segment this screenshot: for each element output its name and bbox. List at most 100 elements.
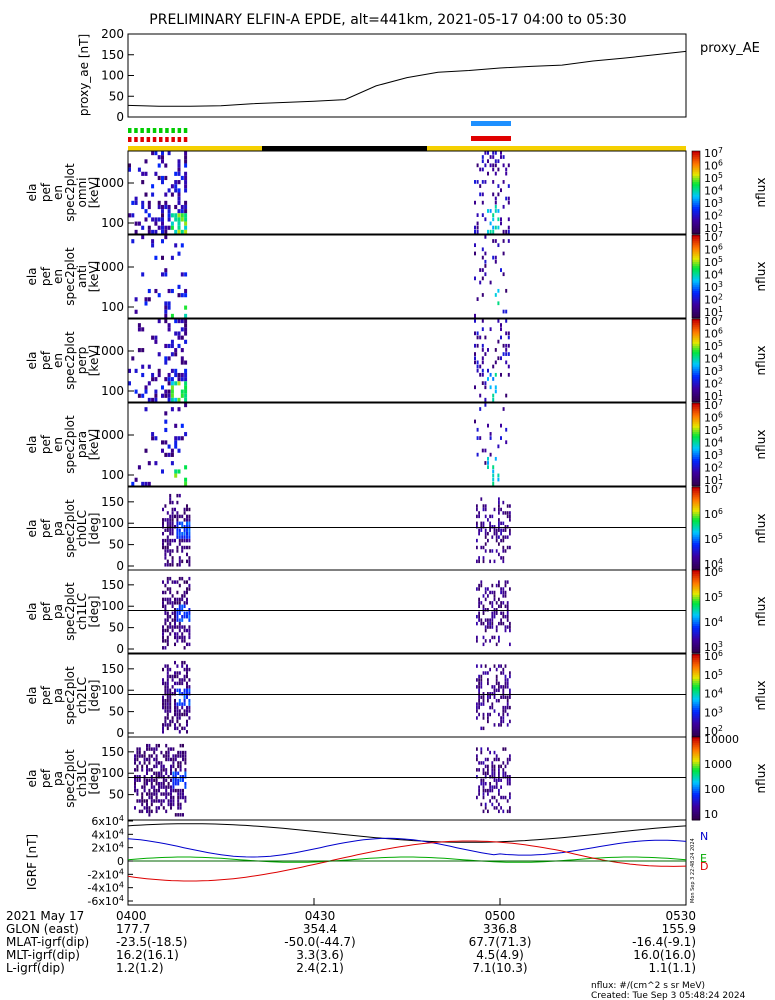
colorbar-cell (692, 695, 700, 699)
pa-pixel (487, 792, 489, 796)
pa-pixel (166, 695, 169, 699)
spec-pixel (141, 272, 145, 277)
colorbar-tick-label: 101 (704, 473, 723, 487)
pa-pixel (504, 709, 507, 713)
colorbar-cell (692, 603, 700, 606)
spec-pixel (474, 331, 476, 336)
pa-pixel (164, 692, 167, 696)
colorbar-cell (692, 743, 700, 746)
green-dot (128, 128, 132, 133)
colorbar-tick-label: 103 (704, 364, 723, 378)
pa-pixel (174, 601, 176, 605)
spec-pixel (492, 151, 495, 155)
colorbar-cell (692, 689, 700, 692)
colorbar-cell (692, 489, 700, 492)
pa-pixel (487, 716, 489, 720)
pa-pixel (487, 608, 489, 612)
pa-pixel (170, 757, 172, 762)
pa-pixel (509, 775, 511, 779)
pa-pixel (171, 611, 174, 615)
colorbar-cell (692, 293, 700, 296)
red-dot (128, 137, 132, 142)
spec-pixel (481, 360, 484, 365)
pa-pixel (186, 580, 188, 584)
colorbar-cell (692, 648, 700, 652)
pa-pixel (169, 514, 172, 519)
spec-pixel (502, 155, 505, 159)
pa-pixel (181, 639, 184, 643)
colorbar-cell (692, 678, 700, 682)
colorbar-cell (692, 280, 700, 284)
pa-pixel (162, 806, 165, 810)
pa-pixel (176, 664, 179, 668)
pa-pixel (169, 667, 172, 672)
pa-pixel (509, 518, 511, 522)
ytick-label: 100 (101, 468, 124, 482)
pa-pixel (183, 712, 186, 717)
spec-pixel (492, 229, 495, 234)
spec-pixel (494, 225, 497, 230)
pa-pixel (155, 754, 158, 758)
igrf-ytick-label: 0 (117, 855, 124, 868)
pa-pixel (174, 709, 176, 713)
pa-pixel (502, 521, 505, 526)
spec-pixel (502, 407, 505, 411)
colorbar-cell (692, 493, 700, 496)
pa-pixel (146, 768, 148, 772)
pa-pixel (158, 799, 160, 803)
pa-pixel (495, 678, 498, 682)
colorbar-cell (692, 623, 700, 627)
spec-pixel (134, 309, 138, 314)
spec-pixel (177, 381, 181, 386)
colorbar-cell (692, 516, 700, 519)
pa-pixel (188, 556, 191, 560)
pa-pixel (487, 594, 489, 598)
pa-pixel (482, 781, 485, 786)
spec-pixel (164, 204, 168, 210)
spec-pixel (180, 272, 184, 277)
ytick-label: 150 (101, 745, 124, 759)
colorbar-tick-label: 104 (704, 615, 723, 629)
colorbar-cell (692, 518, 700, 521)
colorbar-cell (692, 509, 700, 513)
pa-pixel (150, 747, 153, 751)
pa-pixel (178, 611, 181, 615)
colorbar-cell (692, 247, 700, 251)
spec-pixel (484, 335, 487, 340)
pa-pixel (164, 556, 167, 560)
colorbar-cell (692, 547, 700, 550)
pa-pixel (498, 511, 500, 515)
spec-pixel (180, 319, 184, 324)
pa-pixel (178, 671, 181, 675)
pa-pixel (186, 552, 188, 557)
pa-pixel (178, 597, 181, 602)
spec-pixel (170, 255, 174, 260)
pa-pixel (484, 542, 487, 546)
pa-pixel (141, 785, 144, 789)
pa-pixel (174, 712, 176, 717)
pa-pixel (176, 493, 179, 498)
colorbar-frame (691, 569, 701, 654)
pa-pixel (169, 563, 172, 567)
pa-pixel (177, 750, 180, 755)
pa-pixel (509, 621, 511, 626)
colorbar-cell (692, 309, 700, 313)
pa-pixel (153, 750, 156, 755)
colorbar-tick-label: 106 (704, 649, 723, 663)
pa-pixel (171, 685, 174, 689)
pa-pixel (148, 795, 151, 800)
panel-ylabel-line: en (51, 437, 65, 452)
spec-pixel (144, 481, 148, 486)
pa-pixel (169, 723, 172, 727)
pa-pixel (487, 692, 489, 696)
igrf-frame (127, 819, 687, 906)
pa-pixel (504, 664, 507, 668)
spec-pixel (497, 209, 500, 213)
colorbar-cell (692, 221, 700, 225)
pa-pixel (502, 594, 505, 598)
spec-pixel (494, 159, 497, 164)
spec-pixel (507, 225, 510, 230)
pa-pixel (487, 671, 489, 675)
spec-pixel (184, 385, 188, 390)
spec-pixel (177, 407, 181, 412)
